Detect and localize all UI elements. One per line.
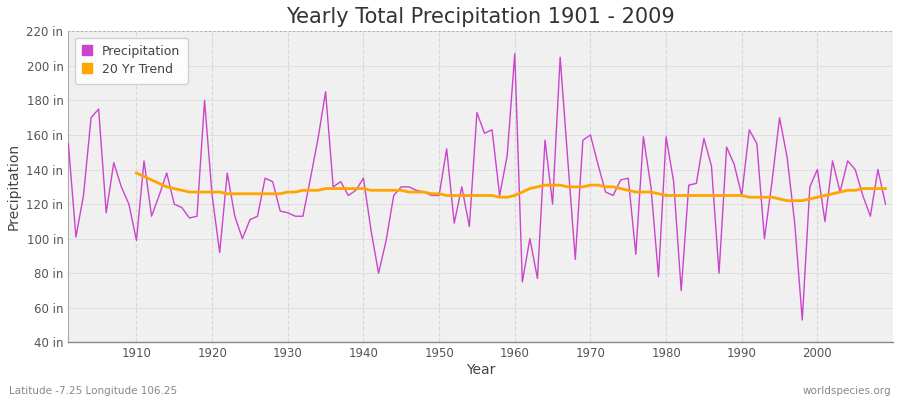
- Precipitation: [608, 193, 618, 198]
- 20 Yr Trend: [274, 191, 285, 196]
- 20 Yr Trend: [131, 171, 142, 176]
- Precipitation: [880, 202, 891, 206]
- 20 Yr Trend: [827, 191, 838, 196]
- 20 Yr Trend: [782, 198, 793, 203]
- Precipitation: [123, 202, 134, 206]
- Precipitation: [63, 141, 74, 146]
- Precipitation: [796, 318, 807, 322]
- Precipitation: [290, 214, 301, 219]
- 20 Yr Trend: [517, 190, 527, 194]
- Text: Latitude -7.25 Longitude 106.25: Latitude -7.25 Longitude 106.25: [9, 386, 177, 396]
- 20 Yr Trend: [305, 188, 316, 193]
- Precipitation: [336, 179, 346, 184]
- Precipitation: [517, 280, 527, 284]
- Text: worldspecies.org: worldspecies.org: [803, 386, 891, 396]
- Legend: Precipitation, 20 Yr Trend: Precipitation, 20 Yr Trend: [75, 38, 188, 84]
- Line: Precipitation: Precipitation: [68, 54, 886, 320]
- Title: Yearly Total Precipitation 1901 - 2009: Yearly Total Precipitation 1901 - 2009: [286, 7, 675, 27]
- Y-axis label: Precipitation: Precipitation: [7, 143, 21, 230]
- 20 Yr Trend: [880, 186, 891, 191]
- Line: 20 Yr Trend: 20 Yr Trend: [137, 173, 886, 201]
- Precipitation: [502, 153, 513, 158]
- 20 Yr Trend: [578, 184, 589, 189]
- 20 Yr Trend: [850, 188, 860, 193]
- Precipitation: [509, 51, 520, 56]
- X-axis label: Year: Year: [466, 363, 495, 377]
